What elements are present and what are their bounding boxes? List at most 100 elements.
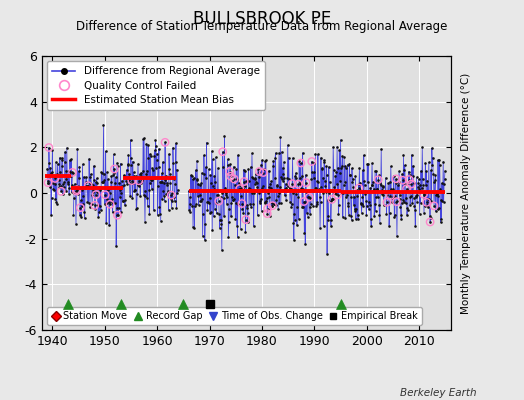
Point (387, 194, 396, 201)
Point (69, 212, 78, 218)
Point (372, 194, 380, 200)
Point (291, 170, 300, 176)
Point (72, 220, 80, 227)
Point (414, 176, 423, 182)
Point (408, 200, 417, 206)
Point (278, 165, 287, 171)
Point (398, 177, 407, 184)
Point (247, 190, 256, 196)
Point (172, 204, 181, 211)
Point (167, 192, 176, 198)
Point (228, 194, 236, 200)
Point (303, 189, 312, 195)
Point (385, 188, 393, 194)
Point (154, 182, 162, 189)
Point (292, 174, 300, 181)
Point (321, 183, 330, 190)
Point (119, 173, 128, 179)
Point (285, 154, 293, 161)
Point (204, 187, 212, 194)
Point (162, 180, 171, 186)
Point (383, 192, 391, 198)
Point (354, 181, 363, 188)
Point (282, 197, 290, 204)
Point (430, 189, 439, 195)
Point (337, 163, 346, 169)
Point (199, 188, 208, 195)
Point (188, 203, 196, 210)
Point (357, 210, 366, 216)
Point (227, 178, 236, 184)
Point (100, 171, 108, 178)
Point (314, 188, 323, 194)
Point (156, 178, 165, 185)
Point (269, 201, 278, 208)
Point (437, 216, 445, 222)
Point (350, 202, 358, 208)
Point (208, 227, 216, 234)
Point (45, 144, 53, 151)
Point (65, 191, 73, 197)
Point (211, 178, 220, 185)
Point (130, 188, 138, 194)
Point (390, 172, 398, 179)
Point (44, 180, 52, 186)
Point (214, 198, 223, 204)
Point (420, 210, 428, 216)
Point (70, 195, 78, 201)
Point (419, 176, 427, 182)
Point (373, 185, 381, 192)
Point (239, 166, 248, 173)
Point (406, 194, 414, 200)
Point (46, 184, 54, 190)
Point (347, 217, 356, 223)
Point (434, 157, 442, 163)
Point (81, 184, 89, 191)
Point (80, 208, 89, 215)
Point (232, 166, 241, 172)
Point (86, 171, 95, 178)
Point (159, 193, 168, 199)
Point (376, 180, 385, 186)
Point (82, 178, 91, 185)
Point (209, 156, 217, 163)
Point (408, 173, 417, 179)
Point (418, 184, 426, 191)
Point (309, 203, 317, 209)
Point (324, 213, 332, 219)
Point (337, 190, 345, 196)
Point (79, 201, 87, 207)
Point (353, 192, 361, 199)
Point (150, 152, 158, 159)
Point (143, 168, 151, 174)
Point (295, 157, 303, 164)
Point (120, 182, 128, 189)
Point (214, 192, 223, 198)
Point (330, 166, 338, 173)
Point (78, 203, 86, 210)
Point (264, 184, 272, 190)
Point (270, 201, 278, 207)
Point (128, 195, 136, 201)
Point (381, 189, 389, 196)
Point (190, 225, 199, 231)
Point (281, 186, 289, 192)
Point (392, 233, 401, 240)
Point (58, 155, 66, 161)
Point (427, 167, 435, 174)
Point (254, 212, 262, 218)
Point (301, 198, 309, 205)
Point (81, 183, 90, 190)
Point (62, 144, 71, 151)
Point (160, 197, 169, 204)
Point (99, 122, 107, 128)
Point (205, 194, 214, 201)
Point (416, 211, 424, 217)
Point (279, 178, 288, 184)
Point (161, 139, 169, 146)
Point (52, 159, 60, 165)
Point (249, 223, 258, 229)
Point (401, 200, 410, 207)
Point (431, 172, 440, 179)
Point (239, 210, 247, 216)
